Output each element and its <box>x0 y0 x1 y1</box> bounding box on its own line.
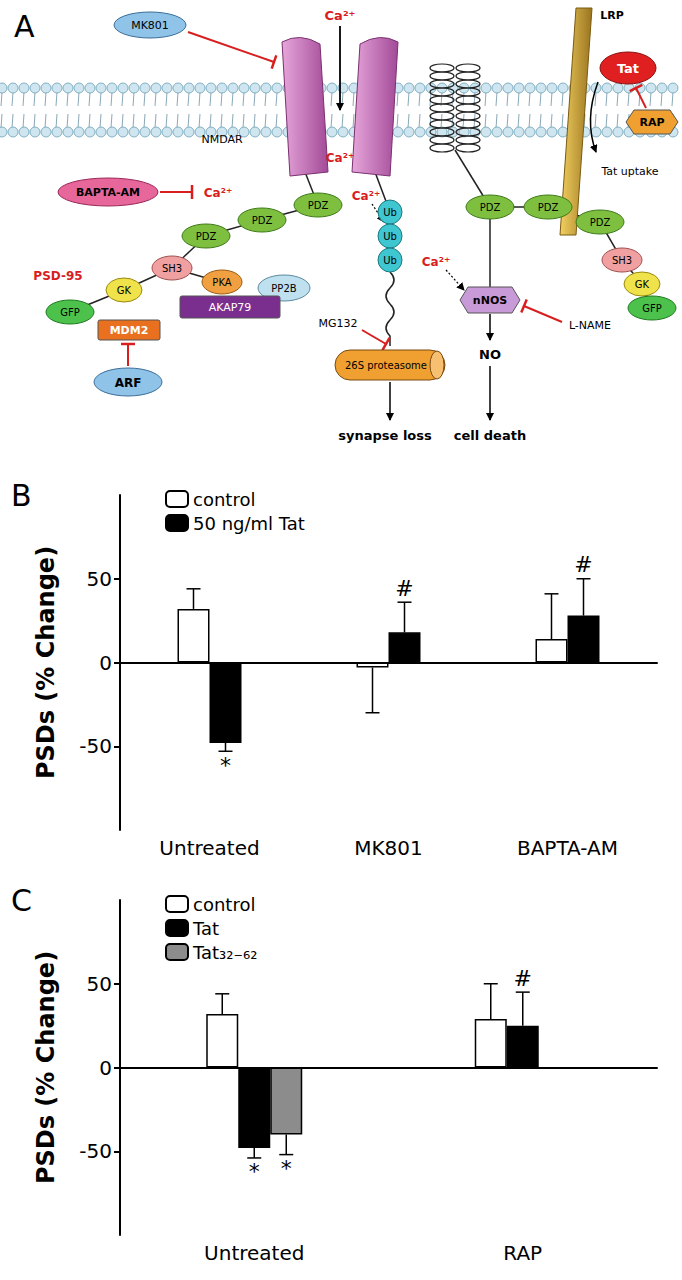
svg-text:Untreated: Untreated <box>159 836 259 860</box>
svg-text:*: * <box>281 1156 292 1181</box>
svg-text:BAPTA-AM: BAPTA-AM <box>76 186 140 199</box>
svg-text:BAPTA-AM: BAPTA-AM <box>517 836 618 860</box>
svg-text:-50: -50 <box>79 1139 112 1163</box>
svg-text:MDM2: MDM2 <box>110 324 149 337</box>
svg-text:GFP: GFP <box>60 307 80 318</box>
svg-text:MK801: MK801 <box>354 836 423 860</box>
svg-text:LRP: LRP <box>600 9 624 22</box>
svg-text:NO: NO <box>479 347 501 362</box>
svg-text:SH3: SH3 <box>162 263 182 274</box>
svg-text:PKA: PKA <box>212 277 231 288</box>
svg-text:#: # <box>395 576 413 601</box>
svg-text:Tat: Tat <box>617 61 639 76</box>
svg-text:Ca²⁺: Ca²⁺ <box>204 186 233 200</box>
svg-text:Ub: Ub <box>383 207 397 218</box>
svg-text:AKAP79: AKAP79 <box>209 301 252 314</box>
svg-text:GK: GK <box>635 279 650 290</box>
svg-text:PDZ: PDZ <box>590 217 611 228</box>
svg-text:nNOS: nNOS <box>473 294 507 307</box>
svg-text:PSDs (% Change): PSDs (% Change) <box>32 951 60 1184</box>
svg-text:cell death: cell death <box>454 428 526 443</box>
svg-text:PDZ: PDZ <box>538 202 559 213</box>
svg-text:Tat: Tat <box>192 918 219 939</box>
svg-text:50: 50 <box>87 567 112 591</box>
svg-text:Ca²⁺: Ca²⁺ <box>422 255 451 269</box>
svg-text:#: # <box>514 966 532 991</box>
svg-text:RAP: RAP <box>639 116 664 129</box>
svg-text:PSDs (% Change): PSDs (% Change) <box>32 546 60 779</box>
svg-text:GK: GK <box>117 285 132 296</box>
svg-text:ARF: ARF <box>115 376 142 390</box>
svg-text:A: A <box>14 9 35 44</box>
svg-text:50 ng/ml Tat: 50 ng/ml Tat <box>193 513 305 534</box>
svg-text:Ub: Ub <box>383 255 397 266</box>
svg-text:PSD-95: PSD-95 <box>33 269 82 283</box>
svg-text:Ca²⁺: Ca²⁺ <box>325 8 356 23</box>
svg-text:MK801: MK801 <box>131 19 169 32</box>
svg-text:50: 50 <box>87 972 112 996</box>
svg-text:0: 0 <box>99 651 112 675</box>
svg-text:L-NAME: L-NAME <box>569 319 611 332</box>
svg-text:PDZ: PDZ <box>480 202 501 213</box>
svg-text:0: 0 <box>99 1056 112 1080</box>
svg-text:control: control <box>193 489 255 510</box>
svg-text:PP2B: PP2B <box>271 283 296 294</box>
svg-text:Ub: Ub <box>383 231 397 242</box>
svg-text:PDZ: PDZ <box>308 200 329 211</box>
svg-text:*: * <box>220 753 231 778</box>
svg-text:*: * <box>249 1159 260 1184</box>
svg-text:GFP: GFP <box>642 303 662 314</box>
svg-text:C: C <box>11 883 32 918</box>
svg-text:Untreated: Untreated <box>204 1241 304 1265</box>
svg-text:PDZ: PDZ <box>252 215 273 226</box>
svg-text:NMDAR: NMDAR <box>201 133 243 146</box>
svg-text:Ca²⁺: Ca²⁺ <box>326 151 355 165</box>
svg-text:MG132: MG132 <box>318 317 357 330</box>
svg-text:synapse loss: synapse loss <box>338 428 432 443</box>
svg-text:B: B <box>11 478 32 513</box>
svg-text:-50: -50 <box>79 734 112 758</box>
svg-text:control: control <box>193 894 255 915</box>
svg-text:Tat uptake: Tat uptake <box>600 165 658 178</box>
svg-text:#: # <box>574 552 592 577</box>
svg-text:PDZ: PDZ <box>196 231 217 242</box>
svg-text:26S proteasome: 26S proteasome <box>345 360 427 371</box>
svg-text:Ca²⁺: Ca²⁺ <box>352 189 381 203</box>
svg-text:RAP: RAP <box>503 1241 542 1265</box>
svg-text:Tat₃₂₋₆₂: Tat₃₂₋₆₂ <box>192 942 257 963</box>
svg-text:SH3: SH3 <box>612 255 632 266</box>
